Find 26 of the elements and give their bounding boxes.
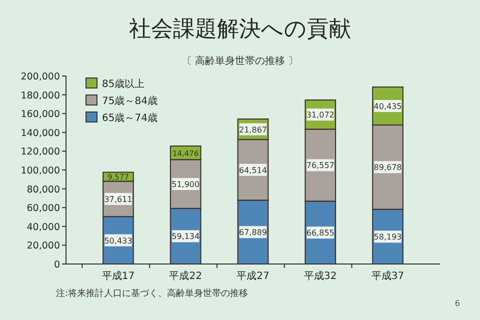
x-tick-label: 平成32 (304, 270, 337, 282)
data-label: 58,193 (374, 232, 402, 242)
data-label: 76,557 (306, 161, 334, 170)
chart-title: 社会課題解決への貢献 (129, 17, 351, 42)
text: 6 (454, 299, 460, 308)
y-tick-label: 20,000 (26, 240, 60, 252)
y-tick-label: 180,000 (20, 90, 60, 102)
text: 注:将来推計人口に基づく、高齢単身世帯の推移 (56, 288, 248, 299)
y-tick-label: 100,000 (20, 166, 60, 176)
x-tick-label: 平成27 (236, 270, 270, 282)
y-tick-label: 160,000 (20, 109, 60, 120)
x-tick-label: 平成22 (169, 270, 202, 282)
y-tick-label: 0 (54, 260, 60, 270)
y-tick-label: 120,000 (20, 146, 60, 158)
legend-label: 65歳～74歳 (102, 112, 158, 124)
y-tick-label: 40,000 (26, 222, 60, 233)
x-tick-label: 平成37 (371, 270, 404, 282)
y-tick-label: 200,000 (20, 72, 60, 82)
y-tick-label: 80,000 (26, 184, 60, 196)
x-tick-label: 平成17 (102, 270, 135, 282)
y-tick-label: 140,000 (20, 128, 60, 139)
chart-subtitle: 〔 高齢単身世帯の推移 〕 (182, 55, 298, 67)
data-label: 66,855 (306, 228, 334, 238)
y-tick-label: 60,000 (26, 203, 60, 214)
legend-label: 85歳以上 (102, 78, 145, 90)
legend-label: 75歳～84歳 (102, 95, 158, 107)
